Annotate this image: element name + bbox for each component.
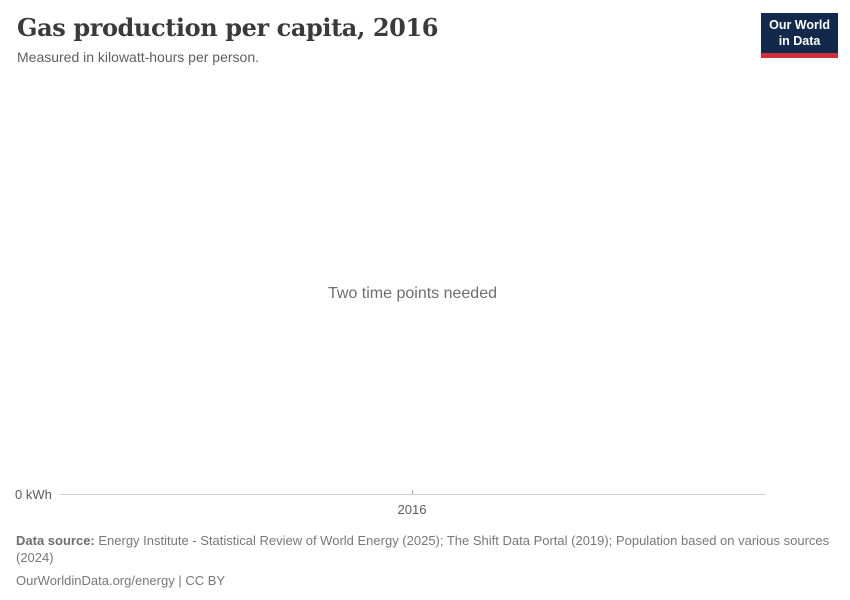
chart-footer: Data source: Energy Institute - Statisti… xyxy=(16,533,830,588)
chart-subtitle: Measured in kilowatt-hours per person. xyxy=(17,48,260,65)
x-axis-tick xyxy=(412,490,413,494)
data-source-line: Data source: Energy Institute - Statisti… xyxy=(16,533,830,566)
owid-logo-line2: in Data xyxy=(778,34,821,49)
footer-citation-link[interactable]: OurWorldinData.org/energy | CC BY xyxy=(16,573,226,589)
owid-logo-line1: Our World xyxy=(769,18,830,32)
data-source-label: Data source: xyxy=(16,533,95,548)
x-axis-line xyxy=(60,494,765,495)
owid-logo[interactable]: Our World in Data xyxy=(761,13,838,58)
chart-title: Gas production per capita, 2016 xyxy=(17,13,439,42)
x-axis-tick-label: 2016 xyxy=(397,502,427,517)
plot-area: Two time points needed xyxy=(60,80,765,490)
chart-header: Gas production per capita, 2016 Measured… xyxy=(17,13,439,65)
y-axis-zero-label: 0 kWh xyxy=(15,487,52,502)
no-data-message: Two time points needed xyxy=(328,285,497,302)
data-source-text: Energy Institute - Statistical Review of… xyxy=(16,533,830,565)
